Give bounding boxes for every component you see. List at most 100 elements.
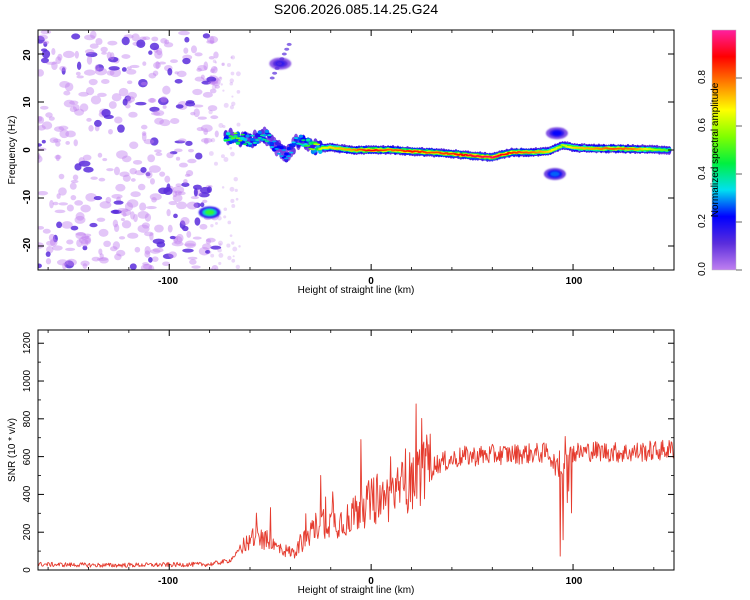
bottom-ytick-label: 1200	[22, 331, 33, 354]
spectral-streak	[274, 66, 280, 70]
noise-blob	[209, 74, 213, 78]
noise-blob	[58, 125, 69, 131]
noise-blob	[38, 263, 42, 269]
noise-blob	[200, 137, 213, 144]
noise-blob	[74, 50, 79, 59]
noise-blob	[148, 165, 161, 173]
noise-blob	[121, 67, 127, 72]
top-xtick-label: 100	[566, 276, 583, 287]
noise-blob	[100, 46, 108, 53]
noise-blob	[130, 211, 135, 220]
noise-blob	[70, 225, 79, 231]
noise-blob	[160, 38, 168, 44]
noise-blob	[69, 100, 79, 105]
noise-blob	[222, 89, 225, 92]
noise-blob	[145, 170, 153, 179]
spectral-streak	[286, 42, 292, 46]
noise-blob	[43, 41, 48, 47]
noise-blob	[72, 174, 79, 181]
colorbar-tick-label: 0.6	[697, 118, 708, 132]
noise-blob	[221, 186, 225, 189]
noise-blob	[211, 84, 217, 90]
snr-frame	[37, 329, 675, 571]
noise-blob	[182, 57, 191, 65]
noise-blob	[93, 196, 103, 201]
noise-blob	[141, 222, 150, 229]
noise-blob	[172, 190, 178, 198]
noise-blob	[189, 259, 197, 265]
ridge-cell	[301, 139, 306, 142]
top-xtick-label: -100	[158, 276, 178, 287]
noise-blob	[231, 258, 236, 263]
noise-blob	[169, 235, 176, 240]
ridge-cell	[252, 142, 258, 144]
noise-blob	[86, 117, 92, 122]
noise-blob	[79, 103, 89, 112]
noise-blob	[63, 50, 75, 59]
noise-blob	[144, 250, 151, 258]
ridge-cell	[250, 134, 255, 137]
noise-blob	[177, 191, 186, 196]
noise-blob	[230, 56, 233, 59]
ridge-cell	[269, 146, 275, 148]
ridge-cell	[286, 155, 291, 158]
spectral-streak	[281, 52, 287, 56]
noise-blob	[162, 85, 171, 95]
noise-blob	[231, 204, 236, 208]
noise-blob	[103, 114, 114, 119]
noise-blob	[133, 213, 138, 223]
ridge-cell	[230, 137, 236, 140]
noise-blob	[206, 76, 217, 83]
noise-blob	[62, 262, 67, 270]
colorbar-frame	[711, 29, 737, 271]
noise-blob	[76, 75, 84, 79]
ridge-cell	[262, 138, 267, 141]
noise-blob	[153, 62, 161, 69]
ridge-cell	[257, 137, 262, 139]
ridge-cell	[315, 143, 321, 146]
noise-blob	[159, 119, 171, 127]
noise-blob	[159, 171, 166, 177]
noise-blob	[128, 111, 138, 118]
noise-blob	[223, 157, 229, 162]
noise-blob	[96, 257, 109, 261]
noise-blob	[202, 243, 212, 250]
noise-blob	[200, 124, 213, 133]
noise-blob	[38, 153, 41, 160]
noise-blob	[206, 35, 219, 44]
noise-blob	[194, 76, 205, 82]
noise-blob	[220, 83, 223, 86]
noise-blob	[80, 204, 91, 213]
noise-blob	[111, 194, 123, 199]
noise-blob	[148, 256, 153, 263]
noise-blob	[166, 209, 171, 217]
noise-blob	[113, 166, 120, 176]
noise-blob	[214, 84, 220, 89]
noise-blob	[66, 204, 74, 212]
noise-blob	[184, 243, 196, 247]
spectral-streak	[269, 76, 275, 80]
noise-blob	[229, 78, 235, 83]
noise-blob	[106, 168, 114, 172]
noise-blob	[238, 245, 241, 248]
noise-blob	[151, 256, 159, 262]
noise-blob	[149, 137, 159, 146]
noise-blob	[49, 137, 59, 144]
noise-blob	[106, 51, 112, 60]
noise-blob	[236, 122, 241, 127]
noise-blob	[73, 139, 78, 147]
noise-blob	[142, 262, 149, 266]
noise-blob	[108, 66, 120, 71]
noise-blob	[58, 173, 65, 180]
noise-blob	[56, 193, 61, 199]
noise-blob	[59, 81, 70, 88]
noise-blob	[122, 174, 131, 182]
noise-blob	[169, 151, 178, 155]
noise-blob	[59, 129, 70, 139]
noise-blob	[89, 222, 98, 228]
snr-series-line	[38, 403, 674, 568]
noise-blob	[210, 115, 219, 120]
noise-blob	[219, 76, 222, 80]
noise-blob	[40, 57, 49, 64]
noise-blob	[206, 40, 215, 44]
